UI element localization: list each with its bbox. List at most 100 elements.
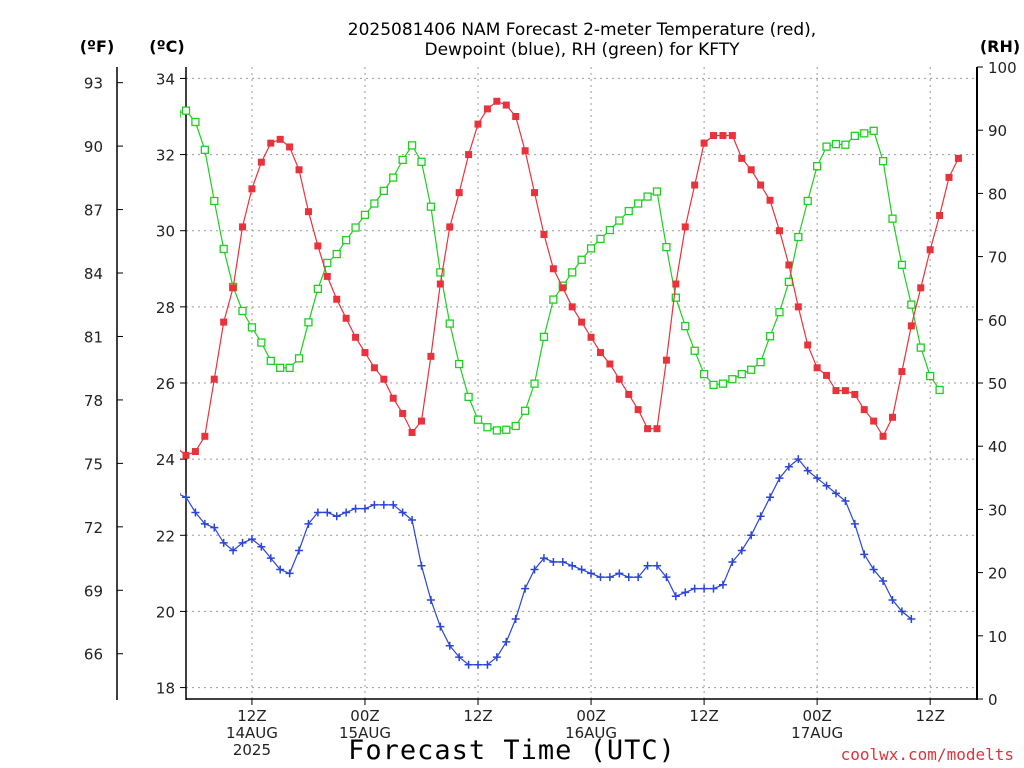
rh-line <box>180 109 941 432</box>
temperature-point <box>719 132 727 140</box>
dewpoint-point <box>238 538 247 547</box>
rh-tick-label: 50 <box>988 375 1007 393</box>
temperature-point <box>766 196 774 204</box>
rh-point <box>464 392 473 402</box>
rh-point <box>718 379 728 388</box>
x-tick-label: 00Z <box>802 707 831 725</box>
temperature-point <box>559 284 567 292</box>
dewpoint-point <box>417 561 426 570</box>
rh-point <box>502 425 511 434</box>
rh-point <box>878 157 888 166</box>
temperature-point <box>889 413 896 421</box>
temperature-point <box>474 120 482 128</box>
temperature-point <box>578 318 586 326</box>
rh-point <box>662 242 671 252</box>
temperature-point <box>145 433 152 440</box>
temperature-point <box>804 341 812 349</box>
rh-point <box>492 426 502 435</box>
dewpoint-point <box>577 565 586 574</box>
temperature-point <box>681 223 689 231</box>
rh-point <box>907 300 916 309</box>
rh-point <box>238 306 247 316</box>
fahrenheit-tick-label: 93 <box>84 75 103 93</box>
dewpoint-point <box>304 519 313 528</box>
dewpoint-point <box>775 474 784 483</box>
grid-lines <box>186 67 977 699</box>
temperature-point <box>653 425 661 433</box>
temperature-point <box>493 97 501 105</box>
temperature-point <box>361 349 369 357</box>
rh-point <box>351 223 360 232</box>
rh-point <box>323 258 332 268</box>
temperature-point <box>813 364 821 372</box>
rh-point <box>850 131 859 141</box>
dewpoint-point <box>360 504 369 513</box>
celsius-unit-label: (ºC) <box>149 37 184 56</box>
temperature-point <box>380 375 388 383</box>
temperature-point <box>936 211 944 219</box>
dewpoint-point <box>784 462 793 471</box>
dewpoint-point <box>342 508 351 517</box>
rh-point <box>181 106 191 115</box>
dewpoint-point <box>219 538 228 547</box>
x-tick-label: 15AUG <box>339 724 391 742</box>
temperature-point <box>728 132 736 140</box>
dewpoint-point <box>445 641 454 650</box>
fahrenheit-tick-label: 75 <box>84 455 103 473</box>
rh-point <box>341 236 351 245</box>
x-tick-label: 12Z <box>463 707 492 725</box>
rh-point <box>360 210 370 220</box>
rh-point <box>822 142 831 151</box>
temperature-point <box>210 375 218 383</box>
rh-point <box>520 406 530 415</box>
temperature-point <box>135 421 142 428</box>
dewpoint-point <box>624 573 633 582</box>
temperature-point <box>794 303 802 311</box>
temperature-point <box>502 101 510 109</box>
temperature-point <box>257 158 265 166</box>
dewpoint-point <box>803 466 812 475</box>
dewpoint-point <box>794 455 803 464</box>
dewpoint-point <box>379 500 388 509</box>
rh-tick-label: 20 <box>988 565 1007 583</box>
dewpoint-point <box>681 588 690 597</box>
dewpoint-point <box>408 516 417 525</box>
rh-point <box>530 379 539 388</box>
dewpoint-point <box>154 493 162 501</box>
temperature-point <box>286 143 294 151</box>
dewpoint-point <box>521 584 530 593</box>
temperature-point <box>342 314 350 322</box>
rh-point <box>671 293 680 302</box>
celsius-tick-label: 30 <box>156 223 175 241</box>
rh-point <box>624 206 633 216</box>
fahrenheit-tick-label: 84 <box>84 265 103 283</box>
temperature-point <box>870 417 878 425</box>
rh-point <box>219 244 228 254</box>
rh-point <box>586 244 596 253</box>
dewpoint-point <box>511 615 520 624</box>
rh-point <box>436 268 445 277</box>
temperature-point <box>879 432 887 440</box>
rh-point <box>483 423 492 432</box>
celsius-tick-label: 34 <box>156 70 175 88</box>
rh-point <box>737 370 746 379</box>
rh-point <box>313 284 323 293</box>
temperature-point <box>710 132 718 140</box>
temperature-point <box>180 444 181 452</box>
temperature-point <box>531 189 539 197</box>
dewpoint-point <box>200 519 209 528</box>
temperature-point <box>220 318 228 326</box>
rh-tick-label: 0 <box>988 691 998 709</box>
dewpoint-point <box>492 653 501 662</box>
rh-point <box>747 365 756 374</box>
temperature-point <box>775 227 783 235</box>
dewpoint-point <box>690 584 699 593</box>
dewpoint-point <box>907 615 916 624</box>
dewpoint-point <box>436 622 445 631</box>
rh-point <box>568 268 577 277</box>
rh-point <box>803 196 812 206</box>
rh-point <box>831 139 841 149</box>
dewpoint-point <box>756 512 765 521</box>
temperature-point <box>757 181 765 189</box>
